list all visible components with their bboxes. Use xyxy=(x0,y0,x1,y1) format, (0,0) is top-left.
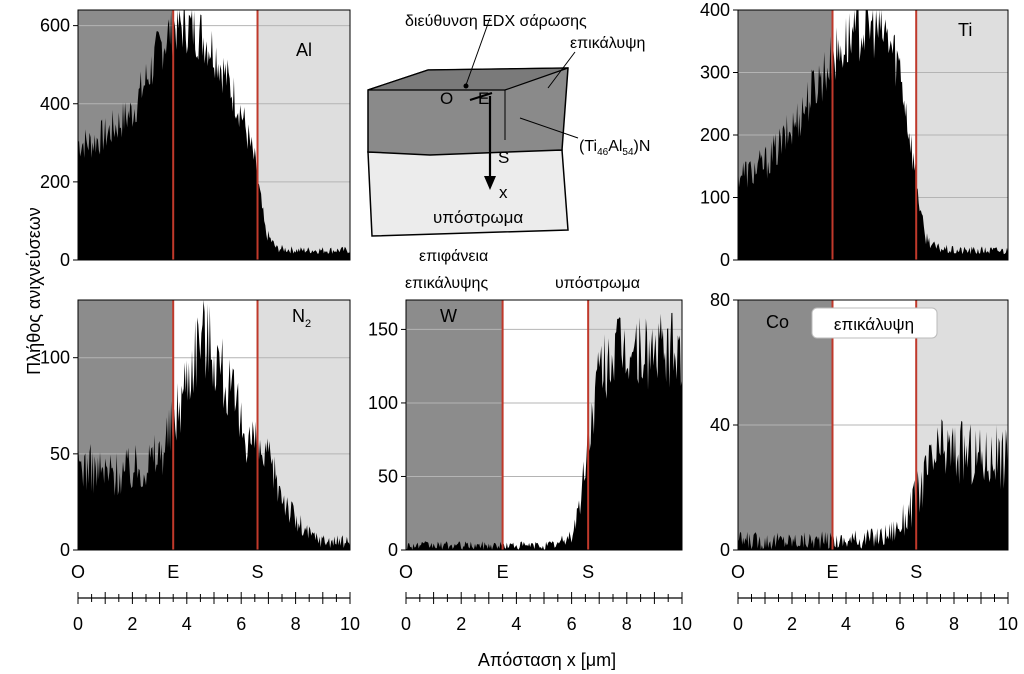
element-label: W xyxy=(440,306,457,326)
y-tick-label: 400 xyxy=(40,94,70,114)
scan-surface-line xyxy=(469,92,493,101)
plot-frame xyxy=(405,299,683,551)
position-marker-s: S xyxy=(252,562,264,582)
element-label: Co xyxy=(766,312,789,332)
distance-tick-label: 2 xyxy=(127,614,137,634)
element-label: Ti xyxy=(958,20,972,40)
scan-arrow-head xyxy=(484,176,496,190)
y-tick-label: 50 xyxy=(50,444,70,464)
y-tick-label: 0 xyxy=(60,540,70,560)
position-marker-o: O xyxy=(731,562,745,582)
scan-leader-line xyxy=(465,17,491,86)
element-label: Al xyxy=(296,40,312,60)
distance-tick-label: 10 xyxy=(672,614,692,634)
plot-frame xyxy=(77,299,351,551)
signal-histogram xyxy=(738,419,1008,550)
point-o-label: O xyxy=(440,89,453,108)
distance-tick-label: 4 xyxy=(182,614,192,634)
distance-tick-label: 6 xyxy=(236,614,246,634)
panel-co: 0 40 80 Co επικάλυψη xyxy=(710,290,1009,560)
signal-histogram xyxy=(406,312,682,550)
y-tick-label: 150 xyxy=(368,319,398,339)
y-tick-label: 300 xyxy=(700,63,730,83)
coating-schematic: διεύθυνση EDX σάρωσης επικάλυψη O E S x … xyxy=(367,13,650,237)
y-axis-title: Πλήθος ανιχνεύσεων xyxy=(24,207,44,375)
coating-label: επικάλυψη xyxy=(570,35,645,52)
y-tick-label: 200 xyxy=(40,172,70,192)
coating-callout-label: επικάλυψη xyxy=(834,315,914,334)
substrate-label: υπόστρωμα xyxy=(433,208,523,227)
distance-tick-label: 4 xyxy=(511,614,521,634)
distance-tick-label: 4 xyxy=(841,614,851,634)
y-tick-label: 200 xyxy=(700,125,730,145)
y-tick-label: 50 xyxy=(378,466,398,486)
distance-tick-label: 6 xyxy=(895,614,905,634)
compound-label: (Ti46Al54)N xyxy=(579,138,650,158)
shared-axes: Πλήθος ανιχνεύσεων Απόσταση x [μm] xyxy=(24,207,616,670)
panel-w: 0 50 100 150 W xyxy=(368,299,683,560)
scan-direction-label: διεύθυνση EDX σάρωσης xyxy=(405,13,587,30)
distance-tick-label: 8 xyxy=(949,614,959,634)
distance-tick-label: 0 xyxy=(733,614,743,634)
y-tick-label: 600 xyxy=(40,16,70,36)
y-tick-label: 0 xyxy=(720,540,730,560)
y-tick-label: 80 xyxy=(710,290,730,310)
position-marker-s: S xyxy=(582,562,594,582)
y-tick-label: 100 xyxy=(368,393,398,413)
axis-x-label: x xyxy=(499,183,508,202)
distance-tick-label: 2 xyxy=(787,614,797,634)
plot-frame xyxy=(77,9,351,261)
y-tick-label: 40 xyxy=(710,415,730,435)
outside-region xyxy=(406,300,503,550)
point-s-label: S xyxy=(498,148,509,167)
distance-tick-label: 8 xyxy=(622,614,632,634)
coating-callout-box xyxy=(811,307,938,339)
signal-histogram xyxy=(78,10,350,260)
y-tick-label: 0 xyxy=(720,250,730,270)
position-marker-o: O xyxy=(71,562,85,582)
distance-tick-label: 2 xyxy=(456,614,466,634)
compound-leader-line xyxy=(519,117,579,139)
distance-tick-label: 0 xyxy=(73,614,83,634)
coating-surface-label-line1: επιφάνεια xyxy=(419,248,488,265)
scan-origin-point xyxy=(463,83,469,89)
signal-histogram xyxy=(78,300,350,550)
bottom-distance-axes: 0 2 4 6 8 10 O E S 0 2 4 6 8 10 O E S 0 2 4 6 8 10 O E S xyxy=(71,562,1018,634)
element-label: N2 xyxy=(292,306,311,330)
distance-tick-label: 10 xyxy=(998,614,1018,634)
position-marker-e: E xyxy=(826,562,838,582)
position-marker-e: E xyxy=(167,562,179,582)
distance-tick-label: 6 xyxy=(567,614,577,634)
y-tick-label: 0 xyxy=(388,540,398,560)
position-marker-e: E xyxy=(497,562,509,582)
position-marker-s: S xyxy=(910,562,922,582)
coating-region xyxy=(502,300,589,550)
y-tick-label: 100 xyxy=(700,188,730,208)
panel-ti: 0 100 200 300 400 Ti xyxy=(700,0,1009,270)
y-tick-label: 0 xyxy=(60,250,70,270)
position-marker-o: O xyxy=(399,562,413,582)
distance-tick-label: 10 xyxy=(340,614,360,634)
y-tick-label: 400 xyxy=(700,0,730,20)
distance-tick-label: 0 xyxy=(401,614,411,634)
panel-n2: 0 50 100 N2 xyxy=(40,299,351,560)
substrate-region-label: υπόστρωμα xyxy=(555,275,640,292)
y-tick-label: 100 xyxy=(40,348,70,368)
coating-leader-line xyxy=(547,51,576,89)
panel-al: 0 200 400 600 Al xyxy=(40,9,351,270)
signal-histogram xyxy=(738,10,1008,260)
substrate-region xyxy=(257,10,350,260)
distance-tick-label: 8 xyxy=(291,614,301,634)
point-e-label: E xyxy=(478,89,489,108)
coating-surface-label-line2: επικάλυψης xyxy=(405,275,488,292)
x-axis-title: Απόσταση x [μm] xyxy=(478,650,616,670)
